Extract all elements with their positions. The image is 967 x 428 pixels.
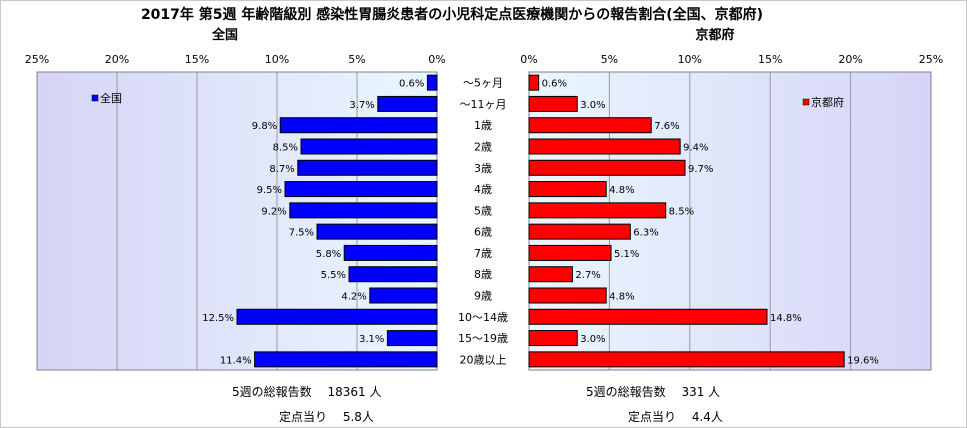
- left-bar: [369, 287, 438, 304]
- right-legend-label: 京都府: [811, 95, 844, 109]
- left-bar-label: 0.6%: [399, 79, 424, 90]
- left-tick-label: 5%: [348, 53, 365, 66]
- right-tick-label: 10%: [678, 53, 702, 66]
- category-label: 3歳: [474, 162, 492, 175]
- left-tick-label: 20%: [105, 53, 129, 66]
- right-legend-swatch: [802, 98, 810, 106]
- left-bar: [316, 223, 438, 240]
- left-bar: [348, 266, 438, 283]
- right-panel-title: 京都府: [695, 27, 734, 43]
- category-label: ～11ヶ月: [460, 98, 507, 111]
- right-bar: [528, 117, 652, 134]
- right-tick-label: 5%: [601, 53, 618, 66]
- right-bar: [528, 266, 573, 283]
- left-bar: [254, 351, 438, 368]
- left-tick-label: 15%: [185, 53, 209, 66]
- left-bar-label: 5.5%: [321, 270, 346, 281]
- left-bar: [289, 202, 438, 219]
- right-bar-label: 9.7%: [688, 164, 713, 175]
- left-plot-area: [36, 71, 438, 371]
- left-panel-title: 全国: [211, 27, 238, 43]
- right-bar: [528, 159, 686, 176]
- right-bar: [528, 202, 667, 219]
- right-bar-label: 4.8%: [609, 185, 634, 196]
- right-bar-label: 3.0%: [580, 334, 605, 345]
- right-bar: [528, 351, 845, 368]
- left-bar-label: 12.5%: [202, 313, 234, 324]
- right-bar: [528, 74, 540, 91]
- left-bar-label: 8.5%: [273, 143, 298, 154]
- right-bar-label: 6.3%: [633, 228, 658, 239]
- left-bar: [426, 74, 438, 91]
- left-tick-label: 10%: [265, 53, 289, 66]
- right-bar: [528, 330, 578, 347]
- right-tick-label: 15%: [758, 53, 782, 66]
- left-total-reports: 5週の総報告数 18361 人: [232, 385, 382, 399]
- left-bar-label: 3.1%: [359, 334, 384, 345]
- category-label: 4歳: [474, 183, 492, 196]
- right-bar-label: 2.7%: [575, 270, 600, 281]
- right-per-sentinel: 定点当り 4.4人: [628, 410, 723, 424]
- category-label: 6歳: [474, 226, 492, 239]
- right-bar-label: 3.0%: [580, 100, 605, 111]
- category-label: 9歳: [474, 290, 492, 303]
- left-bar-label: 4.2%: [341, 292, 366, 303]
- left-tick-label: 25%: [25, 53, 49, 66]
- left-per-sentinel: 定点当り 5.8人: [279, 410, 374, 424]
- left-bar-label: 9.2%: [261, 206, 286, 217]
- left-legend-label: 全国: [100, 91, 122, 105]
- right-bar-label: 9.4%: [683, 143, 708, 154]
- right-bar: [528, 95, 578, 112]
- right-tick-label: 20%: [838, 53, 862, 66]
- category-label: ～5ヶ月: [463, 77, 503, 90]
- category-label: 7歳: [474, 247, 492, 260]
- right-bar-label: 14.8%: [770, 313, 802, 324]
- right-plot-area: [528, 71, 932, 371]
- right-total-reports: 5週の総報告数 331 人: [586, 385, 721, 399]
- category-label: 2歳: [474, 141, 492, 154]
- category-label: 8歳: [474, 268, 492, 281]
- category-label: 20歳以上: [460, 353, 507, 366]
- right-bar: [528, 181, 607, 198]
- right-bar: [528, 308, 768, 325]
- right-bar-label: 19.6%: [847, 355, 879, 366]
- right-bar-label: 0.6%: [542, 79, 567, 90]
- left-bar: [236, 308, 438, 325]
- right-bar-label: 8.5%: [669, 206, 694, 217]
- left-legend-swatch: [91, 94, 99, 102]
- right-bar: [528, 287, 607, 304]
- left-bar: [377, 95, 438, 112]
- category-label: 15～19歳: [458, 332, 508, 345]
- right-bar: [528, 138, 681, 155]
- left-bar: [284, 181, 438, 198]
- left-bar: [297, 159, 438, 176]
- left-bar-label: 11.4%: [220, 355, 252, 366]
- right-bar-label: 7.6%: [654, 121, 679, 132]
- right-tick-label: 0%: [520, 53, 537, 66]
- category-label: 1歳: [474, 119, 492, 132]
- left-bar-label: 3.7%: [349, 100, 374, 111]
- left-bar-label: 9.8%: [252, 121, 277, 132]
- left-bar: [300, 138, 438, 155]
- right-bar-label: 4.8%: [609, 292, 634, 303]
- left-bar-label: 7.5%: [289, 228, 314, 239]
- right-bar: [528, 244, 612, 261]
- left-bar-label: 9.5%: [257, 185, 282, 196]
- right-tick-label: 25%: [919, 53, 943, 66]
- left-bar: [279, 117, 438, 134]
- left-bar-label: 8.7%: [269, 164, 294, 175]
- left-bar: [386, 330, 438, 347]
- chart-title: 2017年 第5週 年齢階級別 感染性胃腸炎患者の小児科定点医療機関からの報告割…: [141, 6, 763, 23]
- right-bar-label: 5.1%: [614, 249, 639, 260]
- right-bar: [528, 223, 631, 240]
- left-tick-label: 0%: [428, 53, 445, 66]
- category-label: 10～14歳: [458, 311, 508, 324]
- left-bar-label: 5.8%: [316, 249, 341, 260]
- left-bar: [343, 244, 438, 261]
- category-label: 5歳: [474, 204, 492, 217]
